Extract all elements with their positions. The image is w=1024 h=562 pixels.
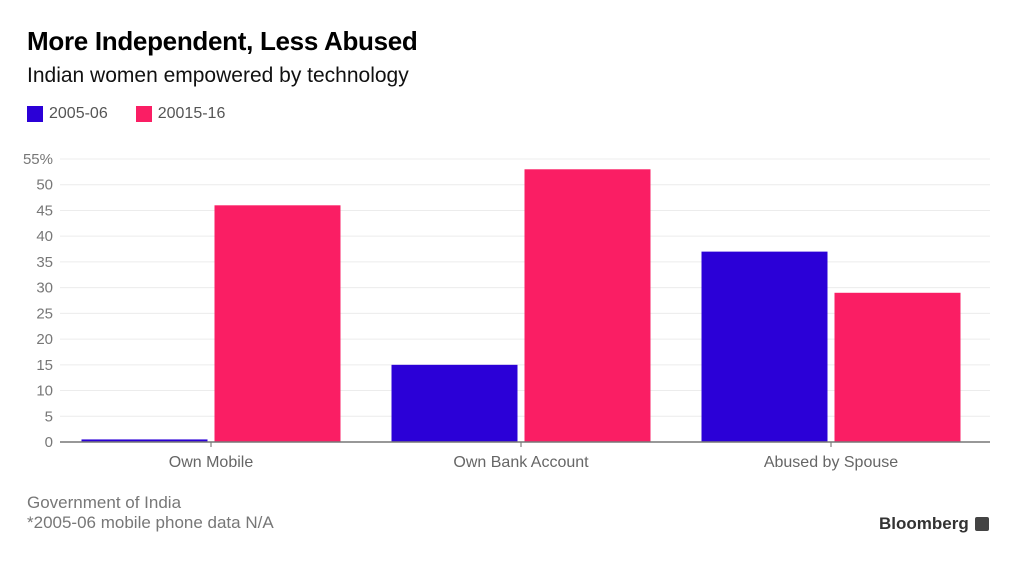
y-tick-label: 20 [36,331,53,348]
bar [701,251,828,442]
y-tick-label: 10 [36,383,53,400]
legend-item-2015-16: 20015-16 [135,105,226,123]
y-tick-label: 45 [36,202,53,219]
y-tick-label: 40 [36,228,53,245]
brand-name: Bloomberg [879,514,969,533]
source-note: Government of India *2005-06 mobile phon… [27,493,274,533]
legend-item-2005-06: 2005-06 [27,105,108,123]
footnote-text: *2005-06 mobile phone data N/A [27,513,274,532]
bloomberg-chart-icon [974,517,989,531]
y-tick-label: 35 [36,254,53,271]
y-tick-label: 50 [36,177,53,194]
legend-label: 20015-16 [157,105,226,122]
y-tick-label: 0 [45,434,53,451]
y-tick-label: 5 [45,408,53,425]
legend: 2005-06 20015-16 [27,105,225,123]
legend-swatch [135,106,152,122]
bar [81,439,208,442]
y-tick-label: 55% [23,151,53,168]
y-tick-label: 25 [36,305,53,322]
chart-title: More Independent, Less Abused [27,26,418,56]
bar [214,205,341,442]
x-tick-label: Abused by Spouse [764,454,898,471]
y-tick-label: 30 [36,280,53,297]
bar [834,292,961,442]
y-tick-label: 15 [36,357,53,374]
bar [391,364,518,442]
chart-subtitle: Indian women empowered by technology [27,64,409,87]
source-text: Government of India [27,493,182,512]
bar [524,169,651,443]
legend-swatch [27,106,43,122]
x-tick-label: Own Mobile [169,454,254,471]
x-tick-label: Own Bank Account [453,454,589,471]
legend-label: 2005-06 [49,105,108,122]
brand-logo: Bloomberg [879,514,989,534]
